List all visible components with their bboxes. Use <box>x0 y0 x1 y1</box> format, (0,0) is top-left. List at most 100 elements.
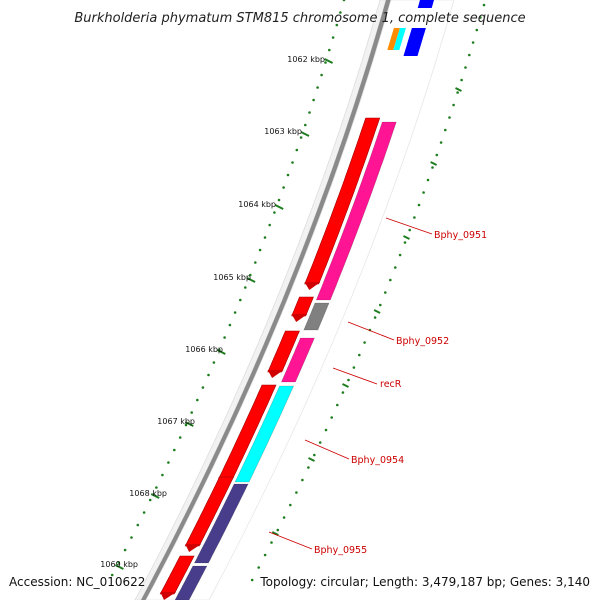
ruler-dot <box>233 311 237 314</box>
ruler-dot <box>394 266 397 269</box>
tick-label-1067: 1067 kbp <box>157 417 195 426</box>
ruler-tick-mark <box>373 309 381 314</box>
cds-arrow <box>159 555 195 595</box>
ruler-dot <box>413 216 416 219</box>
ruler-dot <box>289 503 292 507</box>
ruler-dot <box>250 578 254 582</box>
gene-next <box>174 565 208 600</box>
ruler-dot <box>341 391 345 394</box>
leader-line <box>268 531 313 550</box>
ruler-dot <box>257 566 261 569</box>
ruler-dot <box>212 361 216 364</box>
tick-label-1063: 1063 kbp <box>264 127 302 136</box>
ruler-dot <box>148 498 152 502</box>
gene-bphy-0954 <box>234 385 295 483</box>
ruler-dot <box>389 278 392 282</box>
gene-label-recr[interactable]: recR <box>380 379 402 390</box>
ruler-tick-mark <box>455 87 462 92</box>
tick-label-1069: 1069 kbp <box>100 560 138 569</box>
ruler-dot <box>328 48 331 52</box>
gene-top-blue-2 <box>417 0 434 8</box>
dotted-ruler <box>110 0 486 582</box>
ruler-dot <box>358 353 361 357</box>
ruler-dot <box>468 53 471 57</box>
ruler-dot <box>130 536 133 539</box>
ruler-dot <box>422 191 425 194</box>
ruler-dot <box>475 28 479 32</box>
gene-label-bphy-0952[interactable]: Bphy_0952 <box>396 336 449 347</box>
ruler-dot <box>276 528 280 532</box>
ruler-tick-mark <box>308 457 315 462</box>
ruler-dot <box>308 111 311 114</box>
ruler-dot <box>398 253 402 257</box>
leader-line <box>304 439 350 460</box>
ruler-dot <box>417 203 421 207</box>
ruler-dot <box>330 416 334 419</box>
ruler-dot <box>142 511 146 514</box>
ruler-dot <box>384 291 387 294</box>
ruler-dot <box>268 223 272 227</box>
ruler-dot <box>335 23 339 27</box>
ruler-dot <box>273 211 276 214</box>
ruler-tick-mark <box>271 531 279 536</box>
ruler-tick-mark <box>274 204 284 210</box>
gene-bphy-0951 <box>315 121 397 301</box>
ruler-dot <box>249 273 252 277</box>
ruler-dot <box>307 466 310 469</box>
ruler-dot <box>270 541 273 544</box>
ruler-dot <box>123 548 127 552</box>
ruler-dot <box>312 98 315 102</box>
ruler-dot <box>408 228 412 232</box>
ruler-ticks <box>114 58 462 570</box>
tick-label-1068: 1068 kbp <box>129 489 167 498</box>
ruler-dot <box>339 11 342 14</box>
ruler-dot <box>352 366 356 369</box>
tick-label-1065: 1065 kbp <box>213 273 251 282</box>
gene-label-bphy-0954[interactable]: Bphy_0954 <box>351 455 404 466</box>
cds-arrow-head <box>160 592 177 600</box>
ruler-dot <box>426 178 430 182</box>
ruler-dot <box>464 66 467 69</box>
ruler-dot <box>403 241 407 244</box>
cds-arrow <box>184 476 234 547</box>
gene-top-cyan <box>393 28 406 50</box>
ruler-dot <box>286 173 290 177</box>
ruler-dot <box>239 298 242 302</box>
ruler-tick-mark <box>246 277 256 283</box>
ruler-dot <box>301 478 304 482</box>
feature-track <box>159 0 434 600</box>
gene-label-bphy-0951[interactable]: Bphy_0951 <box>434 230 487 241</box>
label-leader-lines <box>268 217 433 550</box>
gene-label-bphy-0955[interactable]: Bphy_0955 <box>314 545 367 556</box>
ruler-dot <box>452 103 455 107</box>
ruler-tick-mark <box>216 349 226 355</box>
ruler-dot <box>318 441 322 444</box>
ruler-dot <box>207 373 210 377</box>
cds-arrow <box>304 117 381 285</box>
ruler-dot <box>258 248 262 252</box>
cds-arrow-head <box>304 282 321 290</box>
ruler-dot <box>254 261 257 264</box>
cds-arrow-head <box>185 544 202 552</box>
ruler-tick-mark <box>324 58 334 64</box>
gene-bphy-0952 <box>303 302 330 331</box>
ruler-dot <box>110 573 114 577</box>
ruler-dot <box>263 236 267 239</box>
gene-top-orange <box>387 28 400 50</box>
ruler-dot <box>320 73 323 77</box>
ruler-dot <box>363 341 366 344</box>
tick-label-1064: 1064 kbp <box>238 200 276 209</box>
ruler-dot <box>117 561 120 564</box>
ruler-tick-mark <box>403 235 410 240</box>
tick-label-1062: 1062 kbp <box>287 55 325 64</box>
ruler-tick-mark <box>114 564 124 570</box>
ruler-dot <box>439 141 443 144</box>
ruler-dot <box>178 436 182 439</box>
ruler-dot <box>299 136 303 139</box>
ruler-dot <box>313 453 316 457</box>
ruler-dot <box>184 423 188 427</box>
ruler-dot <box>342 0 346 2</box>
ruler-dot <box>190 411 193 414</box>
ruler-dot <box>444 128 447 132</box>
